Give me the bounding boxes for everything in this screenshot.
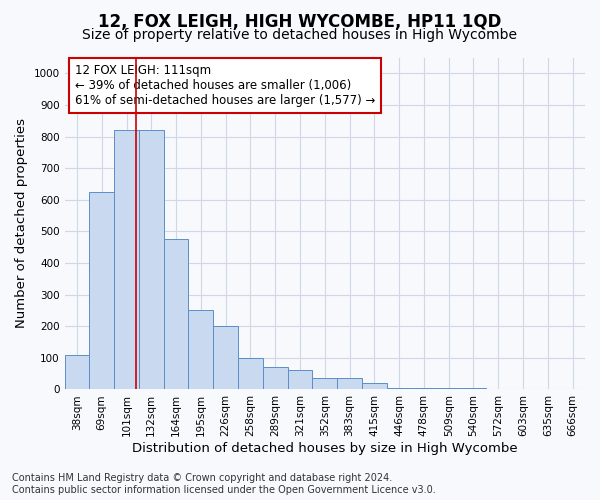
Bar <box>139 130 164 390</box>
Text: Contains HM Land Registry data © Crown copyright and database right 2024.
Contai: Contains HM Land Registry data © Crown c… <box>12 474 436 495</box>
Bar <box>89 192 114 390</box>
X-axis label: Distribution of detached houses by size in High Wycombe: Distribution of detached houses by size … <box>132 442 518 455</box>
Bar <box>486 388 511 390</box>
Bar <box>313 378 337 390</box>
Text: 12, FOX LEIGH, HIGH WYCOMBE, HP11 1QD: 12, FOX LEIGH, HIGH WYCOMBE, HP11 1QD <box>98 12 502 30</box>
Bar <box>263 368 287 390</box>
Bar <box>114 130 139 390</box>
Bar <box>213 326 238 390</box>
Text: 12 FOX LEIGH: 111sqm
← 39% of detached houses are smaller (1,006)
61% of semi-de: 12 FOX LEIGH: 111sqm ← 39% of detached h… <box>75 64 376 107</box>
Bar <box>238 358 263 390</box>
Bar <box>560 388 585 390</box>
Bar <box>436 388 461 390</box>
Y-axis label: Number of detached properties: Number of detached properties <box>15 118 28 328</box>
Bar <box>387 388 412 390</box>
Bar <box>461 388 486 390</box>
Bar <box>164 240 188 390</box>
Bar <box>337 378 362 390</box>
Bar <box>65 354 89 390</box>
Bar <box>362 383 387 390</box>
Bar <box>188 310 213 390</box>
Bar <box>511 388 535 390</box>
Bar <box>412 388 436 390</box>
Bar <box>287 370 313 390</box>
Bar <box>535 388 560 390</box>
Text: Size of property relative to detached houses in High Wycombe: Size of property relative to detached ho… <box>83 28 517 42</box>
